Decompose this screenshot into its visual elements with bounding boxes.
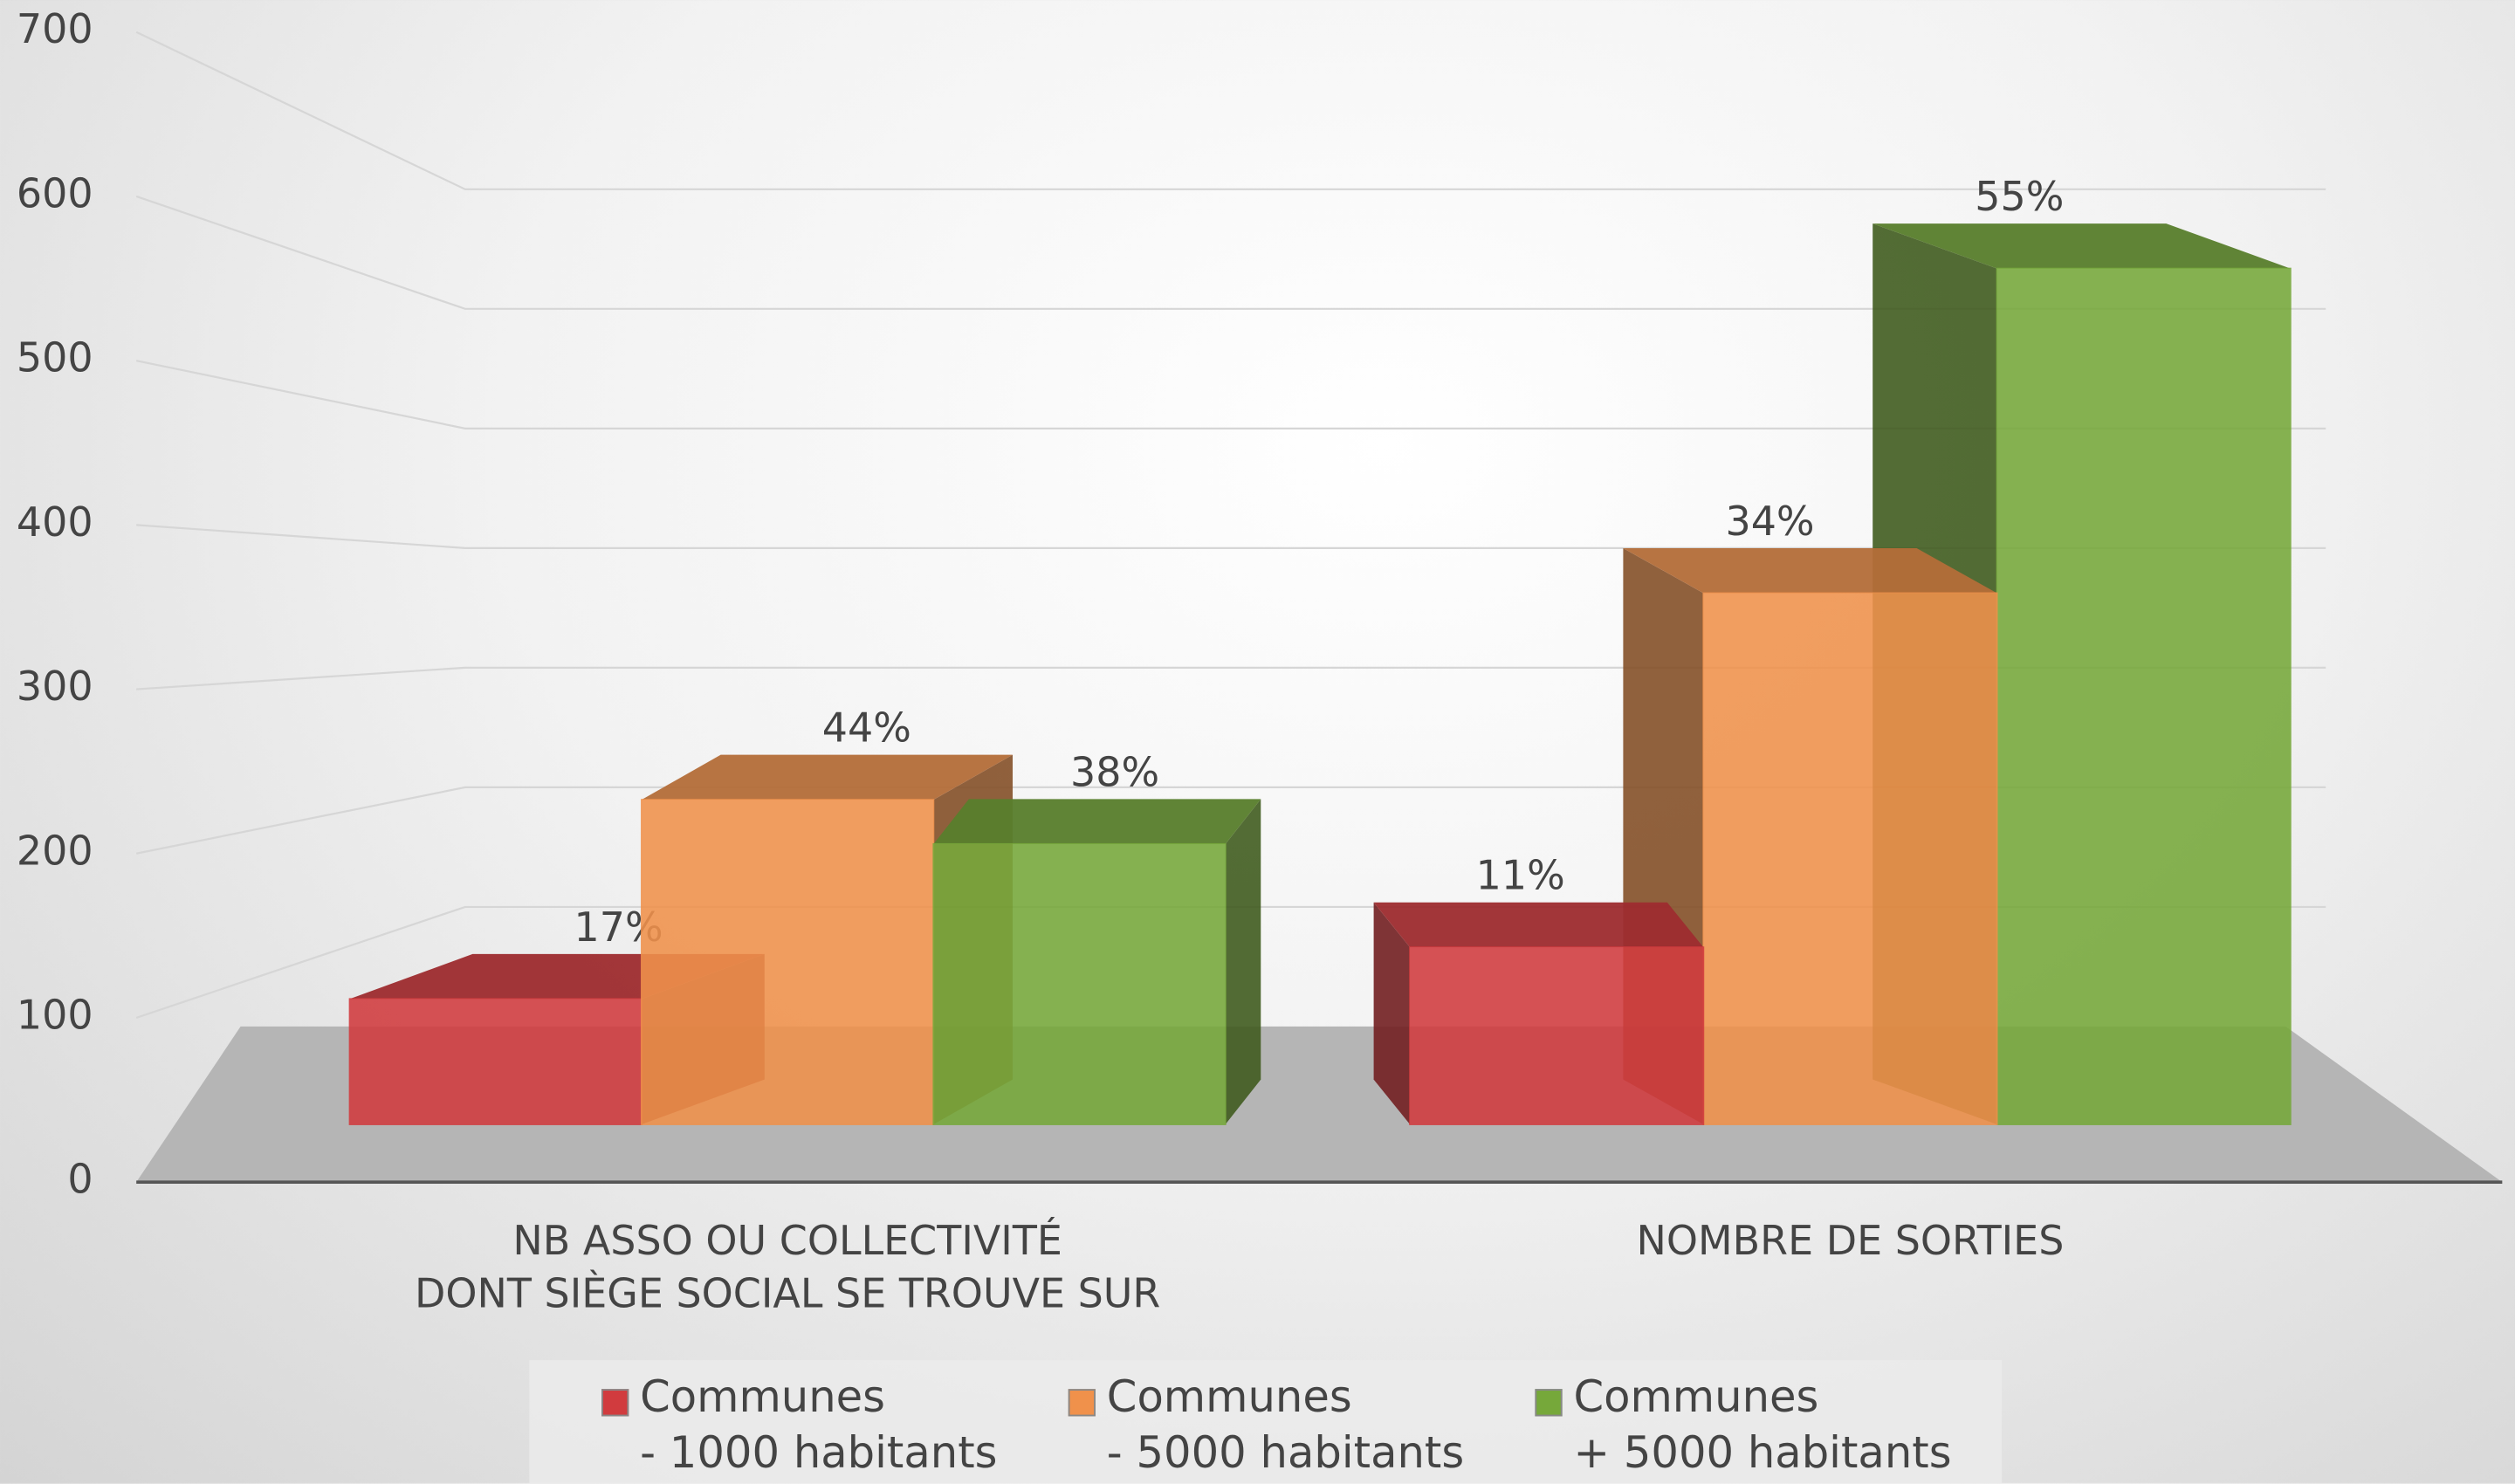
bar-front (641, 799, 935, 1125)
bar-top (1373, 902, 1704, 948)
y-tick-label: 400 (17, 498, 93, 546)
legend-entry: Communes - 1000 habitants (601, 1370, 998, 1482)
y-tick-label: 600 (17, 169, 93, 216)
y-tick-label: 0 (67, 1156, 93, 1203)
data-label: 11% (1476, 852, 1565, 899)
bar (1373, 902, 1705, 1125)
y-tick-label: 100 (17, 991, 93, 1038)
bar-top (1623, 548, 1997, 594)
legend-entry: Communes - 5000 habitants (1068, 1370, 1464, 1482)
data-label: 55% (1975, 173, 2064, 220)
bar-front (932, 842, 1227, 1125)
data-label: 38% (1070, 748, 1159, 795)
grid-line (135, 31, 2326, 190)
bar-side (1225, 799, 1261, 1125)
legend-swatch (601, 1389, 629, 1417)
bar-front (1702, 592, 1998, 1125)
bar-top (933, 799, 1261, 844)
data-label: 34% (1725, 498, 1814, 545)
grid-line (135, 195, 2326, 310)
y-tick-label: 500 (17, 334, 93, 381)
legend-swatch (1068, 1389, 1096, 1417)
legend-entry: Communes + 5000 habitants (1535, 1370, 1952, 1482)
y-tick-label: 300 (17, 663, 93, 710)
grid-line (135, 360, 2326, 429)
bar-front (348, 998, 642, 1125)
bar-front (1409, 946, 1705, 1125)
grid-line (136, 524, 2326, 549)
y-tick-label: 700 (17, 5, 93, 52)
bar (932, 799, 1261, 1125)
bar-top (641, 754, 1014, 800)
legend: Communes - 1000 habitants Communes - 5000… (529, 1360, 2003, 1484)
bar-side (1373, 902, 1411, 1125)
bar-front (1996, 267, 2292, 1125)
y-tick-label: 200 (17, 827, 93, 874)
x-tick-label: NOMBRE DE SORTIES (1636, 1217, 2065, 1264)
bar-top (1873, 223, 2291, 269)
x-tick-label: NB ASSO OU COLLECTIVITÉ DONT SIÈGE SOCIA… (414, 1217, 1161, 1316)
legend-swatch (1535, 1389, 1563, 1417)
bar (1623, 548, 1998, 1125)
data-label: 44% (822, 704, 911, 752)
